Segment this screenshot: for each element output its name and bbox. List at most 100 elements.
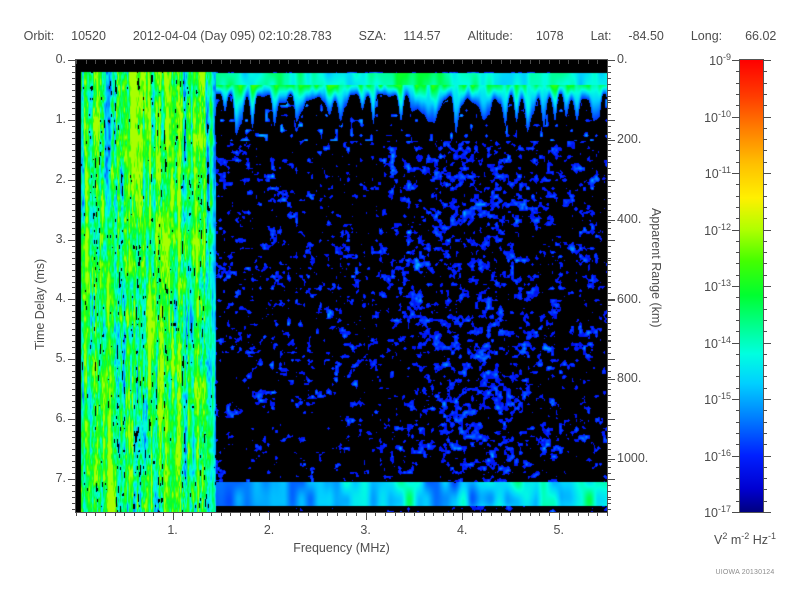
range-tick-minor [607,180,611,181]
x-tick-minor-top [240,60,241,64]
y-tick-minor-left [72,198,76,199]
y-tick-minor-left [72,174,76,175]
colorbar-tick-label: 10-13 [685,278,731,294]
colorbar-tick-minor-left [736,354,740,355]
y-tick-minor-left [72,282,76,283]
x-tick-minor [530,512,531,516]
y-tick-minor-left [72,264,76,265]
colorbar-tick-minor-left [736,162,740,163]
range-tick-minor [607,499,611,500]
y-tick-minor-right [607,174,611,175]
x-tick-minor-top [539,60,540,64]
x-tick-minor [607,512,608,516]
y-tick-label-right: 400. [617,211,642,226]
colorbar-tick-minor-left [736,444,740,445]
x-tick-minor-top [433,60,434,64]
x-tick-minor-top [230,60,231,64]
colorbar-tick-minor-left [736,410,740,411]
unit-v: V [713,533,723,548]
x-tick-minor [95,512,96,516]
colorbar-tick-minor-right [763,309,767,310]
x-tick-minor-top [346,60,347,64]
x-tick-minor [211,512,212,516]
y-tick-major-right [607,120,615,121]
x-tick-minor [443,512,444,516]
y-tick-minor-right [607,395,611,396]
colorbar-tick-minor-right [763,365,767,366]
y-tick-minor-right [607,365,611,366]
y-tick-minor-right [607,341,611,342]
colorbar-tick-minor-right [763,331,767,332]
x-tick-minor [472,512,473,516]
y-tick-minor-right [607,467,611,468]
x-tick-minor-top [385,60,386,64]
colorbar-tick-major-right [763,117,771,118]
y-tick-minor-right [607,228,611,229]
x-tick-major [269,512,270,520]
y-tick-minor-left [72,401,76,402]
y-tick-minor-right [607,138,611,139]
y-tick-minor-right [607,204,611,205]
unit-m-exponent: -2 [741,531,750,541]
y-tick-minor-left [72,473,76,474]
y-tick-label-right: 600. [617,291,642,306]
colorbar-tick-minor-left [736,309,740,310]
x-tick-minor-top [510,60,511,64]
colorbar-tick-minor-left [736,184,740,185]
observation-datetime: 2012-04-04 (Day 095) 02:10:28.783 [132,29,332,43]
unit-v-exponent: 2 [722,531,728,541]
y-tick-minor-left [72,431,76,432]
x-tick-minor-top [607,60,608,64]
y-tick-minor-right [607,276,611,277]
x-tick-minor [346,512,347,516]
colorbar-tick-minor-right [763,263,767,264]
unit-hz: Hz [749,533,768,548]
x-tick-minor-top [163,60,164,64]
y-tick-minor-left [72,228,76,229]
colorbar-tick-minor-right [763,275,767,276]
x-tick-minor [202,512,203,516]
y-tick-minor-left [72,192,76,193]
colorbar-mantissa: 10 [704,280,718,295]
y-tick-minor-left [72,353,76,354]
y-tick-minor-left [72,96,76,97]
x-tick-minor-top [578,60,579,64]
y-tick-minor-right [607,192,611,193]
colorbar-mantissa: 10 [704,223,718,238]
x-tick-minor [86,512,87,516]
y-tick-minor-right [607,293,611,294]
x-tick-minor-top [211,60,212,64]
y-tick-minor-left [72,371,76,372]
colorbar-tick-major-right [763,512,771,513]
x-tick-minor-top [115,60,116,64]
colorbar-mantissa: 10 [704,449,718,464]
x-tick-minor [588,512,589,516]
y-tick-label-left: 1. [55,111,66,126]
y-tick-minor-left [72,455,76,456]
x-tick-minor-top [144,60,145,64]
y-tick-label-left: 2. [55,171,66,186]
y-tick-minor-left [72,311,76,312]
range-tick-major [607,60,615,61]
y-tick-minor-right [607,353,611,354]
altitude-value: 1078 [535,29,564,43]
sza-label: SZA: [358,29,387,43]
y-tick-minor-right [607,383,611,384]
x-tick-minor-top [124,60,125,64]
colorbar-tick-minor-left [736,94,740,95]
header-metadata: Orbit: 10520 2012-04-04 (Day 095) 02:10:… [0,29,800,43]
y-tick-major-right [607,419,615,420]
x-tick-minor [578,512,579,516]
x-tick-minor-top [462,60,463,64]
y-tick-minor-right [607,96,611,97]
x-tick-minor [385,512,386,516]
y-tick-minor-left [72,252,76,253]
colorbar-tick-minor-left [736,263,740,264]
colorbar-tick-major-right [763,399,771,400]
colorbar-tick-label: 10-10 [685,109,731,125]
range-tick-major [607,379,615,380]
range-tick-minor [607,340,611,341]
y-tick-minor-left [72,168,76,169]
y-tick-minor-left [72,341,76,342]
x-tick-minor [568,512,569,516]
